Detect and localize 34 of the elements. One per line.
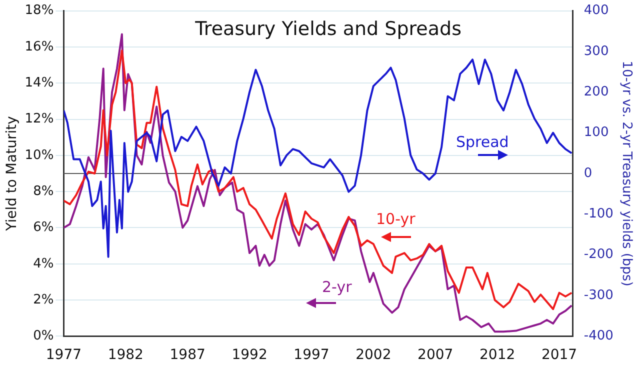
x-tick-label: 1992 [232, 347, 268, 364]
y-tick-label: 16% [24, 39, 54, 54]
y-tick-label: 10% [24, 148, 54, 163]
y2-tick-label: 400 [584, 3, 609, 18]
x-tick-label: 1977 [46, 347, 82, 364]
series-label: 10-yr [376, 210, 416, 228]
y2-tick-label: 100 [584, 125, 609, 140]
x-tick-label: 1982 [108, 347, 144, 364]
y2-axis-title: 10-yr vs. 2-yr Treasury yields (bps) [618, 60, 634, 286]
x-tick-label: 1987 [170, 347, 206, 364]
y-tick-label: 8% [33, 184, 54, 199]
y-tick-label: 2% [33, 292, 54, 308]
x-tick-label: 2017 [541, 347, 578, 364]
y2-tick-label: -400 [584, 328, 614, 344]
x-tick-label: 1997 [294, 347, 330, 364]
chart-title: Treasury Yields and Spreads [194, 18, 462, 40]
y2-tick-label: 200 [584, 84, 609, 100]
y2-tick-label: 300 [584, 44, 609, 59]
y-axis-title: Yield to Maturity [4, 116, 20, 232]
y-tick-label: 14% [24, 75, 54, 90]
y2-tick-label: -300 [584, 288, 614, 303]
x-tick-label: 2002 [356, 347, 392, 364]
y-tick-label: 0% [33, 328, 54, 344]
x-tick-label: 2007 [418, 347, 454, 364]
y2-tick-label: 0 [584, 166, 592, 181]
x-tick-label: 2012 [480, 347, 516, 364]
y-tick-label: 4% [33, 256, 54, 272]
y-tick-label: 6% [33, 220, 54, 236]
series-label: Spread [456, 133, 509, 151]
y2-tick-label: -200 [584, 247, 614, 262]
y-tick-label: 18% [24, 3, 54, 18]
series-label: 2-yr [322, 278, 352, 296]
y2-tick-label: -100 [584, 206, 614, 222]
y-tick-label: 12% [24, 112, 54, 127]
